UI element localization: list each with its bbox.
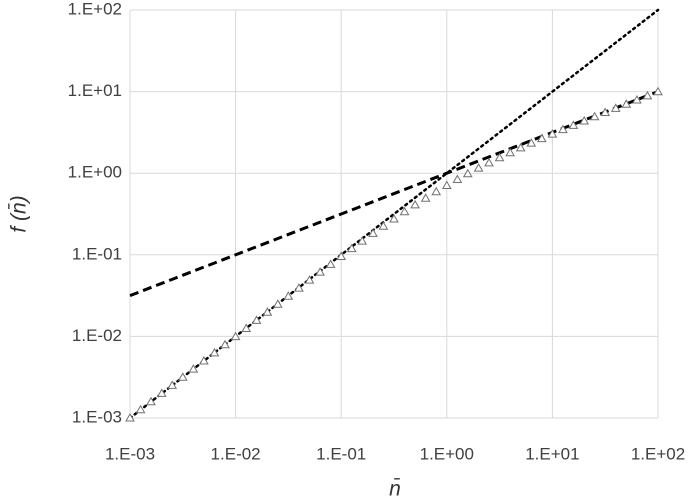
- x-tick-label: 1.E+02: [631, 444, 685, 463]
- series-line: [129, 90, 659, 298]
- marker: [653, 86, 663, 96]
- marker: [315, 267, 325, 276]
- x-tick-label: 1.E+00: [420, 444, 474, 463]
- marker: [272, 299, 283, 308]
- x-tick-label: 1.E-03: [105, 444, 155, 463]
- marker: [642, 90, 653, 100]
- marker: [441, 180, 452, 189]
- marker: [526, 138, 537, 147]
- marker: [484, 157, 494, 167]
- marker: [547, 129, 558, 138]
- marker: [431, 186, 442, 196]
- marker: [558, 124, 568, 134]
- y-tick-label: 1.E-02: [72, 326, 122, 345]
- marker: [230, 331, 241, 341]
- marker: [494, 152, 505, 162]
- marker: [589, 111, 600, 121]
- marker: [262, 307, 273, 316]
- y-tick-label: 1.E+01: [68, 81, 122, 100]
- marker: [167, 380, 178, 389]
- y-tick-label: 1.E-01: [72, 244, 122, 263]
- marker: [294, 283, 304, 292]
- x-tick-label: 1.E-01: [316, 444, 366, 463]
- marker: [177, 372, 188, 381]
- marker: [346, 243, 357, 253]
- marker: [378, 221, 389, 230]
- marker: [135, 404, 146, 414]
- y-tick-label: 1.E-03: [72, 407, 122, 426]
- marker: [188, 364, 199, 373]
- marker: [357, 236, 368, 245]
- marker: [368, 228, 378, 237]
- x-tick-label: 1.E+01: [525, 444, 579, 463]
- series-line: [128, 8, 660, 420]
- marker: [336, 251, 347, 261]
- marker: [220, 339, 230, 349]
- marker: [304, 275, 315, 284]
- marker: [410, 199, 420, 209]
- marker: [473, 163, 484, 172]
- marker: [389, 213, 399, 223]
- marker: [420, 193, 431, 202]
- y-axis-title: f (n̄): [7, 195, 30, 232]
- marker: [621, 99, 632, 108]
- marker: [600, 107, 611, 117]
- marker: [251, 315, 262, 324]
- x-axis-title: n̄: [389, 477, 401, 500]
- marker: [632, 95, 642, 104]
- marker: [610, 103, 621, 112]
- marker: [568, 120, 579, 129]
- marker: [209, 347, 220, 357]
- x-tick-label: 1.E-02: [211, 444, 261, 463]
- marker: [146, 396, 156, 406]
- marker: [156, 388, 167, 397]
- marker: [579, 115, 590, 125]
- marker: [241, 323, 252, 332]
- y-tick-label: 1.E+02: [68, 0, 122, 18]
- marker: [462, 168, 473, 178]
- marker: [505, 147, 516, 157]
- marker: [125, 412, 135, 422]
- marker: [515, 142, 526, 152]
- marker: [199, 355, 209, 365]
- marker: [283, 291, 294, 300]
- marker: [452, 174, 463, 183]
- marker: [536, 133, 547, 143]
- marker: [325, 259, 336, 268]
- y-tick-label: 1.E+00: [68, 163, 122, 182]
- marker: [399, 206, 410, 216]
